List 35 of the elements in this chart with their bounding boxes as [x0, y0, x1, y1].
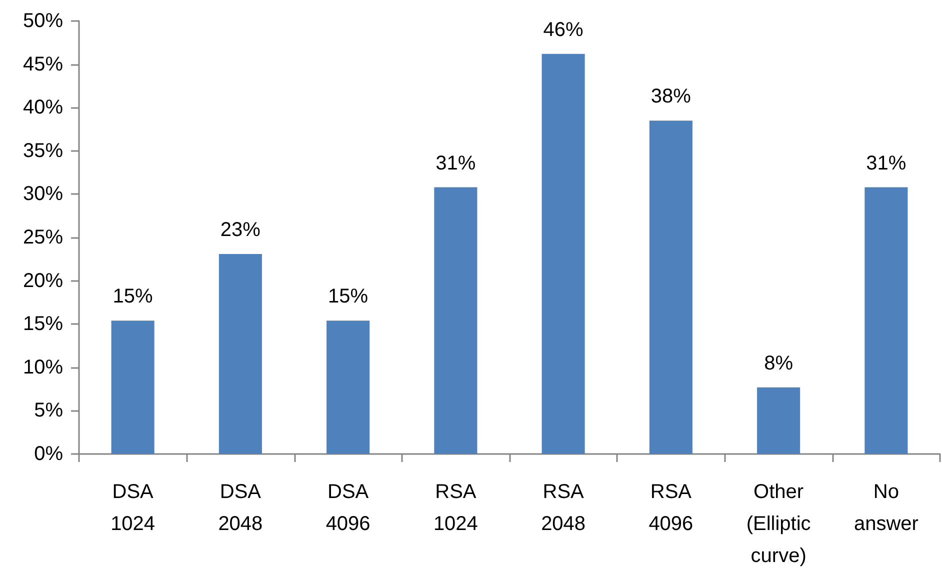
data-label: 15% [328, 286, 368, 308]
bar [864, 187, 908, 454]
y-tick-label: 35% [22, 140, 64, 162]
y-tick-label: 50% [22, 10, 64, 32]
x-tick-label: RSA 2048 [541, 481, 586, 535]
data-label: 8% [764, 352, 794, 374]
data-label: 46% [543, 18, 584, 41]
x-tick-label: RSA 1024 [433, 481, 478, 535]
y-tick-label: 30% [22, 183, 64, 206]
bar [757, 387, 800, 454]
y-tick-label: 15% [22, 313, 64, 336]
bar [326, 320, 370, 454]
x-tick-label: DSA 4096 [326, 481, 370, 535]
y-tick-label: 20% [22, 270, 64, 292]
bar [434, 187, 478, 454]
y-tick-label: 10% [22, 356, 64, 378]
y-tick-label: 0% [34, 443, 64, 465]
data-label: 31% [436, 152, 476, 174]
data-label: 31% [866, 152, 906, 174]
data-label: 15% [112, 286, 154, 308]
x-tick-label: DSA 1024 [110, 481, 156, 535]
bar [542, 54, 585, 454]
bar [649, 120, 692, 454]
y-tick-label: 45% [22, 53, 64, 76]
y-tick-label: 25% [22, 226, 64, 248]
bar [218, 254, 262, 454]
x-tick-label: No answer [854, 481, 919, 535]
data-label: 38% [650, 86, 692, 108]
x-tick-label: Other (Elliptic curve) [746, 481, 811, 567]
x-tick-label: DSA 2048 [218, 481, 263, 535]
y-tick-label: 40% [22, 96, 64, 119]
data-label: 23% [220, 218, 261, 241]
y-tick-label: 5% [34, 400, 64, 422]
bar [111, 320, 154, 454]
x-tick-label: RSA 4096 [648, 481, 694, 535]
